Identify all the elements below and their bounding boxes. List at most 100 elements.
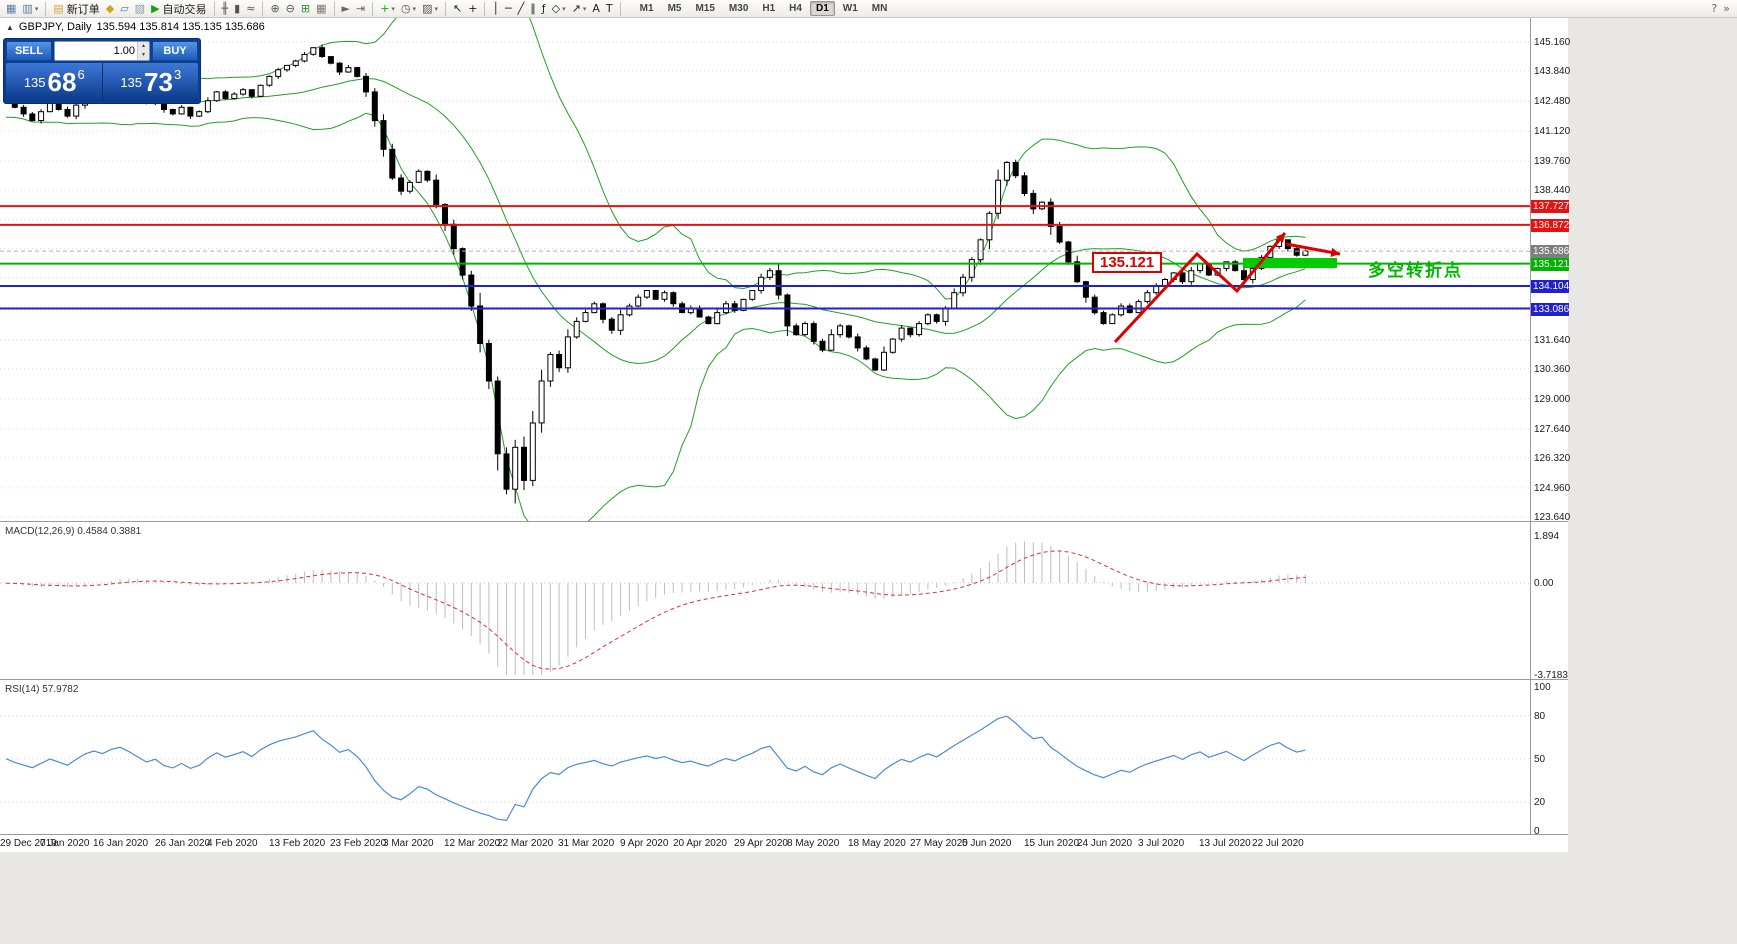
timeframe-button-m5[interactable]: M5 [667, 3, 682, 14]
macd-signal-line [5, 550, 1306, 670]
date-axis-label: 13 Jul 2020 [1199, 838, 1251, 849]
candle [995, 179, 1002, 214]
candle [433, 179, 440, 205]
rsi-axis-label: 80 [1534, 711, 1546, 722]
toolbar-separator [262, 1, 264, 16]
bar-chart-icon: ╫ [221, 1, 229, 15]
date-axis-label: 22 Mar 2020 [497, 838, 554, 849]
templates-button[interactable]: ▨ ▾ [419, 1, 441, 17]
candle [968, 259, 975, 278]
candle [231, 93, 238, 99]
timeframe-button-m30[interactable]: M30 [728, 3, 749, 14]
buy-button[interactable]: BUY [152, 41, 198, 61]
periods-button[interactable]: ◷ ▾ [398, 1, 419, 17]
candlestick-chart-button[interactable]: ▮ [231, 1, 243, 17]
support-zone-bar[interactable] [1243, 258, 1337, 268]
candle [582, 312, 589, 322]
text-button[interactable]: A [589, 1, 603, 17]
date-axis-label: 3 Jul 2020 [1138, 838, 1185, 849]
candle [529, 422, 536, 481]
candle [345, 67, 352, 73]
fibonacci-button[interactable]: ƒ [539, 1, 549, 17]
candle [635, 296, 642, 307]
candle [301, 53, 308, 62]
timeframe-button-m1[interactable]: M1 [639, 3, 654, 14]
price-axis-label: 126.320 [1534, 453, 1571, 464]
candle [986, 212, 993, 241]
trend-arrow[interactable] [1285, 242, 1341, 256]
help-button[interactable]: ? [1708, 1, 1720, 17]
volume-increase-button[interactable]: ▴ [138, 42, 149, 51]
trendline-button[interactable]: ╱ [515, 1, 528, 17]
candle [187, 106, 194, 117]
sell-price[interactable]: 135 68 6 [6, 63, 102, 101]
price-chart[interactable] [0, 18, 1530, 521]
chart-shift-button[interactable]: ⇥ [353, 1, 368, 17]
candle [766, 270, 773, 278]
crosshair-button[interactable]: + [465, 1, 480, 17]
ohlc-values: 135.594 135.814 135.135 135.686 [96, 21, 265, 33]
templates-icon: ▨ [422, 1, 433, 15]
sell-button[interactable]: SELL [6, 41, 52, 61]
rsi-label: RSI(14) 57.9782 [5, 684, 79, 695]
zoom-in-button[interactable]: ⊕ [267, 1, 282, 17]
autotrading-button[interactable]: ▶ 自动交易 [148, 1, 209, 17]
candle [275, 69, 282, 77]
rsi-panel[interactable] [0, 681, 1530, 834]
panel-separator[interactable] [0, 679, 1568, 680]
timeframe-button-w1[interactable]: W1 [842, 3, 858, 14]
timeframe-button-d1[interactable]: D1 [809, 1, 835, 16]
candle [521, 446, 527, 481]
support-price-label[interactable]: 135.121 [1092, 252, 1163, 273]
candle [740, 298, 747, 311]
timeframe-button-h4[interactable]: H4 [789, 3, 802, 14]
macd-axis-label: 1.894 [1534, 531, 1560, 542]
price-axis-label: 129.000 [1534, 394, 1571, 405]
candle [450, 223, 457, 250]
trend-zigzag[interactable] [1113, 232, 1287, 344]
new-order-button[interactable]: ▤ 新订单 [50, 1, 102, 17]
one-click-collapse-icon[interactable]: ▲ [6, 22, 14, 32]
price-axis[interactable]: 145.160 143.840 142.480 141.120 139.760 138.4… [1530, 18, 1571, 837]
grid-button[interactable]: ⊞ [298, 1, 313, 17]
candle [1188, 270, 1195, 283]
panel-separator[interactable] [0, 521, 1568, 522]
timeframe-button-h1[interactable]: H1 [762, 3, 776, 14]
horizontal-line-button[interactable]: ─ [502, 1, 515, 17]
indicators-button[interactable]: + ▾ [377, 1, 398, 17]
cursor-button[interactable]: ↖ [450, 1, 465, 17]
volume-input[interactable] [55, 42, 137, 60]
turning-point-annotation[interactable]: 多空转折点 [1368, 261, 1463, 281]
zoom-out-button[interactable]: ⊖ [283, 1, 298, 17]
shapes-button[interactable]: ◇ ▾ [549, 1, 569, 17]
buy-price[interactable]: 135 73 3 [103, 63, 199, 101]
volume-field[interactable]: ▴ ▾ [54, 41, 150, 61]
text-label-button[interactable]: T [603, 1, 616, 17]
new-chart-button[interactable]: ▦ [3, 1, 19, 17]
price-axis-label: 131.640 [1534, 335, 1571, 346]
line-chart-button[interactable]: ≈ [243, 1, 258, 17]
date-axis[interactable]: 29 Dec 2019 7 Jan 2020 16 Jan 2020 26 Jan 2… [0, 835, 1568, 852]
timeframe-button-mn[interactable]: MN [871, 3, 888, 14]
tile-windows-button[interactable]: ▦ [313, 1, 329, 17]
profiles-button[interactable]: ▥ ▾ [19, 1, 41, 17]
arrows-button[interactable]: ↗ ▾ [569, 1, 590, 17]
caret-down-icon: ▾ [391, 5, 395, 13]
candle [1135, 301, 1142, 314]
bar-chart-button[interactable]: ╫ [219, 1, 232, 17]
navigator-button[interactable]: ▧ [132, 1, 148, 17]
candle [556, 354, 563, 369]
auto-scroll-button[interactable]: ► [339, 1, 353, 17]
price-axis-label: 124.960 [1534, 483, 1571, 494]
volume-decrease-button[interactable]: ▾ [138, 51, 149, 60]
macd-panel[interactable] [0, 523, 1530, 678]
toolbar-separator [444, 1, 446, 16]
vertical-line-button[interactable]: │ [489, 1, 502, 17]
data-window-button[interactable]: ▱ [117, 1, 131, 17]
timeframe-button-m15[interactable]: M15 [695, 3, 715, 14]
channel-button[interactable]: ∥ [527, 1, 539, 17]
market-watch-button[interactable]: ◆ [103, 1, 117, 17]
more-tools-button[interactable]: » [1720, 1, 1733, 17]
date-axis-label: 12 Mar 2020 [444, 838, 501, 849]
candle [503, 453, 510, 490]
